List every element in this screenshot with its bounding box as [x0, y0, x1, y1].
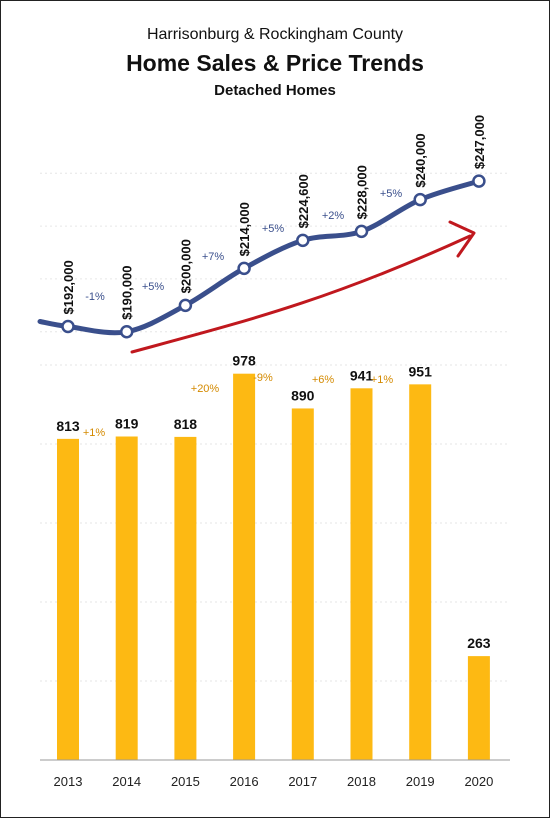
price-pct-change-label: -1% — [85, 291, 105, 303]
sales-bar — [174, 436, 197, 760]
price-point — [354, 224, 369, 239]
price-value-label: $192,000 — [61, 260, 76, 314]
sales-bar — [467, 656, 490, 760]
bar-value-label: 263 — [467, 635, 491, 651]
price-value-label: $214,000 — [237, 202, 252, 256]
x-tick-label: 2018 — [347, 774, 376, 789]
sales-bar — [233, 373, 256, 760]
bar-value-label: 813 — [56, 418, 80, 434]
x-tick-label: 2019 — [406, 774, 435, 789]
chart-region-title: Harrisonburg & Rockingham County — [146, 26, 404, 43]
chart-subtitle: Detached Homes — [214, 82, 336, 99]
x-tick-label: 2017 — [288, 774, 317, 789]
price-point — [472, 174, 486, 188]
bar-pct-change-label: +20% — [191, 383, 220, 395]
bar-pct-change-label: -9% — [253, 372, 273, 384]
bar-value-label: 819 — [115, 415, 139, 431]
x-tick-label: 2014 — [112, 774, 141, 789]
price-point — [178, 298, 193, 313]
x-tick-label: 2016 — [230, 774, 259, 789]
sales-bar — [409, 384, 432, 760]
price-point — [237, 261, 251, 276]
x-tick-label: 2015 — [171, 774, 200, 789]
bar-pct-change-label: +1% — [371, 374, 394, 386]
sales-bar — [57, 438, 79, 760]
bar-pct-change-label: +6% — [312, 374, 335, 386]
chart-main-title: Home Sales & Price Trends — [126, 50, 424, 76]
x-tick-label: 2020 — [464, 774, 493, 789]
bar-value-label: 818 — [174, 416, 198, 432]
bar-value-label: 890 — [291, 387, 315, 403]
sales-bar — [291, 408, 314, 760]
price-pct-change-label: +2% — [322, 210, 345, 222]
price-value-label: $224,600 — [296, 174, 311, 228]
price-value-label: $190,000 — [120, 266, 135, 320]
price-point — [413, 192, 427, 207]
price-line — [37, 178, 482, 336]
sales-bar — [115, 436, 138, 760]
sales-bar — [350, 388, 373, 760]
price-pct-change-label: +7% — [202, 251, 225, 263]
bar-value-label: 951 — [409, 363, 433, 379]
price-point — [61, 319, 75, 334]
trend-arrow-head — [448, 220, 476, 258]
price-point — [119, 325, 134, 339]
price-pct-change-label: +5% — [262, 223, 285, 235]
price-value-label: $240,000 — [413, 133, 428, 187]
bar-pct-change-label: +1% — [83, 427, 106, 439]
price-point — [296, 233, 310, 248]
trend-arrow-shaft — [130, 234, 472, 354]
x-tick-label: 2013 — [54, 774, 83, 789]
price-value-label: $200,000 — [178, 239, 193, 293]
price-pct-change-label: +5% — [142, 281, 165, 293]
bar-value-label: 978 — [232, 353, 256, 369]
price-value-label: $247,000 — [472, 115, 487, 169]
bar-value-label: 941 — [350, 367, 374, 383]
price-value-label: $228,000 — [355, 165, 370, 219]
price-pct-change-label: +5% — [380, 188, 403, 200]
